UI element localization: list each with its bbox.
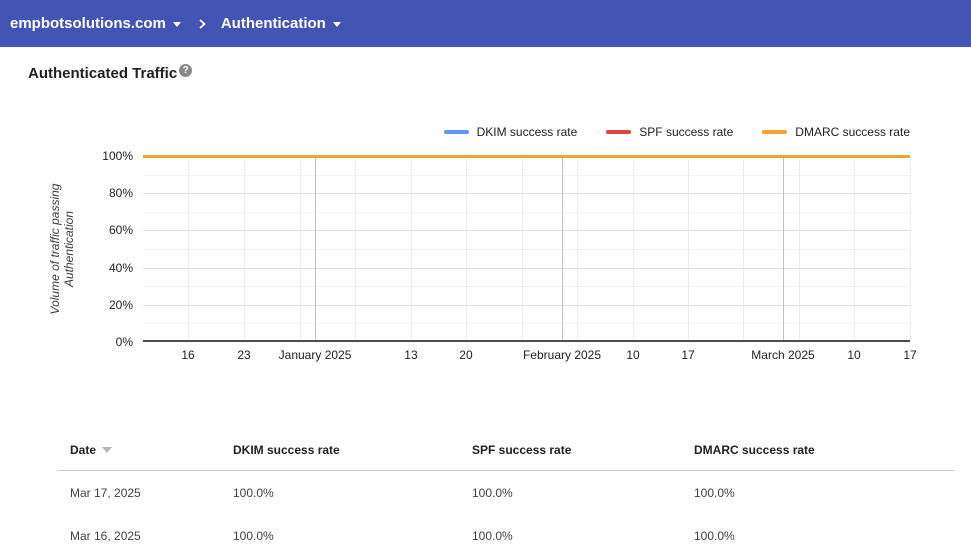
column-header-label: SPF success rate (472, 443, 572, 457)
legend-item-spf-success-rate: SPF success rate (606, 125, 733, 139)
y-major-gridline (143, 230, 910, 232)
table-cell: Mar 16, 2025 (70, 528, 141, 543)
y-major-gridline (143, 304, 910, 306)
legend-swatch-icon (762, 129, 788, 134)
x-tick-label: 23 (237, 348, 251, 362)
x-gridline-week (465, 156, 467, 340)
x-gridline-week (300, 156, 301, 340)
page-title-row: Authenticated Traffic? (28, 64, 193, 82)
column-header-label: DMARC success rate (694, 443, 815, 457)
page-title: Authenticated Traffic (28, 65, 178, 82)
x-gridline-week (688, 156, 690, 340)
x-gridline-month (315, 156, 317, 340)
x-tick-label: 13 (404, 348, 418, 362)
x-gridline-week (576, 156, 578, 340)
x-gridline-week (799, 156, 800, 340)
column-header-label: DKIM success rate (233, 443, 340, 457)
breadcrumb-label: empbotsolutions.com (10, 15, 166, 32)
x-gridline-week (633, 156, 635, 340)
table-cell: 100.0% (233, 528, 274, 543)
x-gridline-week (244, 156, 245, 340)
x-gridline-week (410, 156, 412, 340)
legend-swatch-icon (606, 129, 632, 134)
table-row: Mar 16, 2025 100.0% 100.0% 100.0% (57, 514, 955, 545)
legend-swatch-icon (443, 129, 469, 134)
x-tick-label: January 2025 (278, 348, 352, 362)
legend-item-dmarc-success-rate: DMARC success rate (762, 125, 910, 139)
table-header-row: Date DKIM success rate SPF success rate DMA… (57, 443, 955, 471)
breadcrumb-label: Authentication (220, 15, 326, 32)
column-header-label: Date (70, 443, 97, 457)
x-gridline-week (188, 156, 190, 340)
chevron-right-icon (197, 18, 207, 30)
x-tick-label: 10 (626, 348, 640, 362)
x-gridline-month (562, 156, 563, 340)
x-tick-label: 20 (459, 348, 473, 362)
x-tick-label: 10 (847, 348, 861, 362)
column-header-spf-success-rate[interactable]: SPF success rate (472, 443, 694, 457)
x-tick-label: March 2025 (751, 348, 815, 362)
y-tick-label: 20% (108, 297, 133, 312)
x-tick-label: 16 (181, 348, 195, 362)
x-gridline-week (743, 156, 745, 340)
x-tick-label: 17 (903, 348, 917, 362)
table-cell: 100.0% (694, 485, 735, 500)
y-tick-label: 60% (108, 223, 133, 238)
column-header-dkim-success-rate[interactable]: DKIM success rate (233, 443, 472, 457)
x-gridline-week (521, 156, 523, 340)
legend-label: SPF success rate (639, 124, 734, 139)
legend-label: DMARC success rate (795, 124, 910, 139)
x-gridline-week (854, 156, 855, 340)
table-row: Mar 17, 2025 100.0% 100.0% 100.0% (57, 471, 955, 514)
y-axis-title-line: Volume of traffic passing (48, 183, 62, 315)
series-line-dmarc-success-rate (143, 154, 910, 158)
table-cell: 100.0% (472, 485, 513, 500)
y-major-gridline (143, 193, 910, 195)
y-axis-title: Volume of traffic passing Authentication (48, 184, 76, 315)
x-gridline-week (910, 156, 911, 340)
legend-item-dkim-success-rate: DKIM success rate (443, 124, 578, 139)
chart-legend: DKIM success rate SPF success rate DMARC s… (443, 124, 910, 139)
y-minor-gridline (143, 249, 910, 250)
table-cell: 100.0% (694, 528, 735, 543)
top-navigation-bar: empbotsolutions.com Authentication (0, 0, 971, 47)
breadcrumb-item-authentication[interactable]: Authentication (221, 15, 341, 32)
breadcrumb-item-empbotsolutions-com[interactable]: empbotsolutions.com (10, 15, 181, 32)
y-tick-label: 40% (108, 260, 133, 275)
plot-area (143, 154, 911, 342)
table-cell: 100.0% (472, 528, 513, 543)
dropdown-caret-icon (172, 22, 181, 27)
x-tick-label: 17 (681, 348, 695, 362)
table-body: Mar 17, 2025 100.0% 100.0% 100.0% Mar 16, 20… (57, 471, 955, 545)
x-gridline-month (782, 156, 784, 340)
y-minor-gridline (143, 211, 910, 213)
help-icon[interactable]: ? (179, 64, 193, 77)
y-major-gridline (143, 267, 910, 269)
y-tick-label: 100% (102, 149, 133, 163)
legend-label: DKIM success rate (476, 124, 578, 139)
table-cell: Mar 17, 2025 (70, 485, 141, 500)
y-axis-title-line: Authentication (62, 210, 76, 288)
column-header-dmarc-success-rate[interactable]: DMARC success rate (694, 443, 955, 457)
x-gridline-week (354, 156, 356, 340)
y-tick-label: 80% (108, 186, 133, 201)
dropdown-caret-icon (332, 22, 341, 27)
sort-descending-icon (102, 447, 113, 453)
y-minor-gridline (143, 286, 910, 288)
y-minor-gridline (143, 174, 910, 176)
y-minor-gridline (143, 323, 910, 325)
y-tick-label: 0% (115, 335, 133, 349)
column-header-date[interactable]: Date (57, 443, 233, 457)
table-cell: 100.0% (233, 485, 274, 500)
x-tick-label: February 2025 (522, 348, 602, 362)
auth-rates-table: Date DKIM success rate SPF success rate DMA… (57, 443, 955, 545)
